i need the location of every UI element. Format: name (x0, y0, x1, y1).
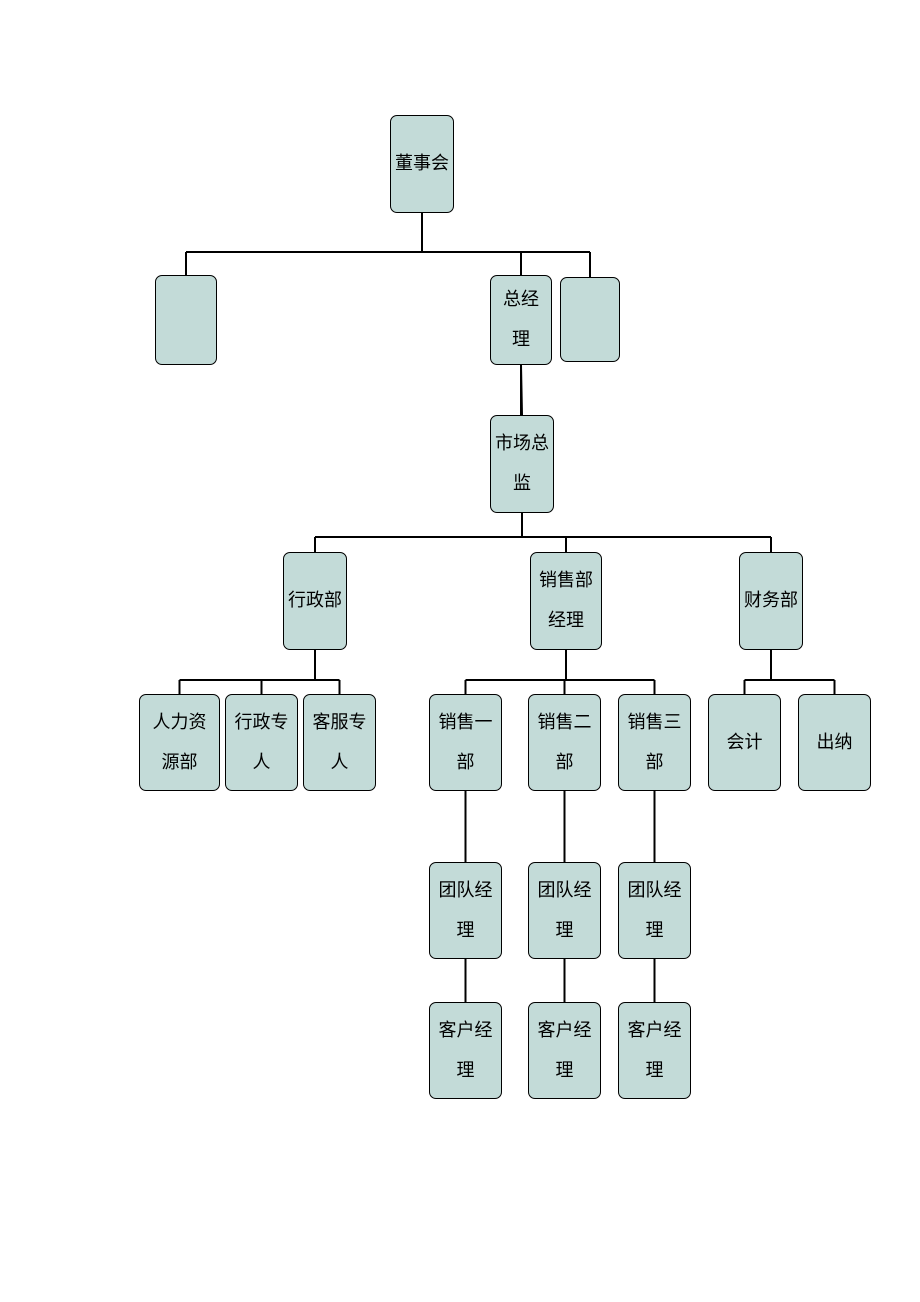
org-node-salesmgr: 销售部经理 (530, 552, 602, 650)
org-node-label: 团队经理 (533, 871, 596, 950)
org-node-tm3: 团队经理 (618, 862, 691, 959)
org-node-blankR (560, 277, 620, 362)
org-node-label: 销售一部 (434, 703, 497, 782)
org-node-label: 人力资源部 (144, 703, 215, 782)
org-node-hr: 人力资源部 (139, 694, 220, 791)
org-node-label: 行政专人 (230, 703, 293, 782)
org-node-label: 总经理 (495, 280, 547, 359)
org-node-tm1: 团队经理 (429, 862, 502, 959)
org-node-label: 销售二部 (533, 703, 596, 782)
org-node-label: 财务部 (744, 581, 798, 621)
org-node-label: 客服专人 (308, 703, 371, 782)
org-chart (0, 0, 920, 1302)
org-node-acct: 会计 (708, 694, 781, 791)
org-node-label: 销售三部 (623, 703, 686, 782)
org-node-label: 团队经理 (623, 871, 686, 950)
org-node-cashier: 出纳 (798, 694, 871, 791)
org-node-adminsp: 行政专人 (225, 694, 298, 791)
org-node-label: 团队经理 (434, 871, 497, 950)
org-node-cm2: 客户经理 (528, 1002, 601, 1099)
org-node-sales3: 销售三部 (618, 694, 691, 791)
org-node-cm3: 客户经理 (618, 1002, 691, 1099)
org-node-label: 行政部 (288, 581, 342, 621)
org-node-cssp: 客服专人 (303, 694, 376, 791)
org-node-board: 董事会 (390, 115, 454, 213)
org-node-finance: 财务部 (739, 552, 803, 650)
org-node-cm1: 客户经理 (429, 1002, 502, 1099)
org-node-blankL (155, 275, 217, 365)
org-node-label: 市场总监 (495, 424, 549, 503)
org-node-sales1: 销售一部 (429, 694, 502, 791)
org-node-label: 销售部经理 (535, 561, 597, 640)
org-node-label: 会计 (727, 723, 763, 763)
org-node-label: 客户经理 (623, 1011, 686, 1090)
org-node-label: 出纳 (817, 723, 853, 763)
org-node-label: 客户经理 (434, 1011, 497, 1090)
org-node-label: 客户经理 (533, 1011, 596, 1090)
org-node-label: 董事会 (395, 144, 449, 184)
org-node-sales2: 销售二部 (528, 694, 601, 791)
org-node-mkt: 市场总监 (490, 415, 554, 513)
org-node-tm2: 团队经理 (528, 862, 601, 959)
org-node-gm: 总经理 (490, 275, 552, 365)
org-node-admin: 行政部 (283, 552, 347, 650)
